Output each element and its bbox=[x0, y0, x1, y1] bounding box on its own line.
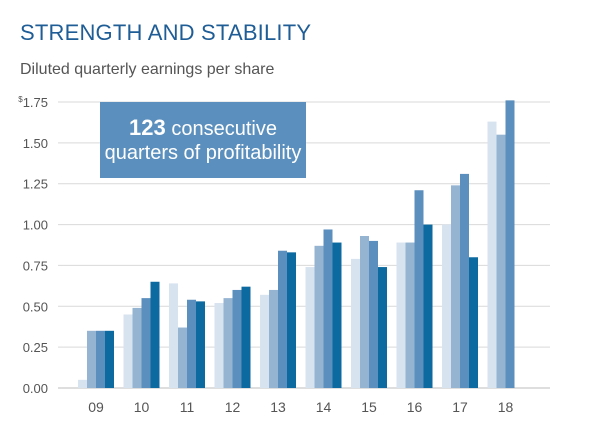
callout-line-2: quarters of profitability bbox=[104, 142, 302, 164]
y-tick-label: 0.50 bbox=[23, 299, 48, 314]
bar-18-q3 bbox=[505, 100, 515, 388]
bar-11-q2 bbox=[178, 327, 187, 388]
bar-10-q2 bbox=[132, 307, 142, 388]
bar-12-q3 bbox=[232, 289, 242, 388]
bar-09-q2 bbox=[87, 330, 96, 388]
bar-15-q4 bbox=[378, 267, 387, 388]
bar-16-q4 bbox=[423, 224, 433, 388]
bar-17-q3 bbox=[460, 173, 469, 388]
bar-14-q4 bbox=[332, 242, 342, 388]
bar-15-q3 bbox=[369, 240, 378, 388]
bar-17-q1 bbox=[442, 224, 451, 388]
y-tick-label: 1.25 bbox=[23, 177, 48, 192]
y-tick-label: 0.25 bbox=[23, 340, 48, 355]
x-tick-label: 14 bbox=[316, 399, 332, 415]
callout-number: 123 bbox=[129, 115, 166, 140]
bar-11-q4 bbox=[196, 301, 205, 388]
y-tick-label: 0.75 bbox=[23, 258, 48, 273]
y-tick-label: $1.75 bbox=[18, 95, 48, 110]
bar-09-q1 bbox=[78, 379, 87, 388]
bar-12-q4 bbox=[241, 286, 251, 388]
chart-subtitle: Diluted quarterly earnings per share bbox=[20, 61, 275, 78]
callout-text-1: consecutive bbox=[165, 118, 277, 140]
bar-17-q4 bbox=[469, 257, 478, 388]
bar-13-q3 bbox=[278, 250, 287, 388]
bar-13-q2 bbox=[269, 289, 278, 388]
bar-14-q1 bbox=[305, 267, 315, 388]
bar-12-q2 bbox=[223, 298, 233, 388]
x-tick-label: 09 bbox=[88, 399, 104, 415]
y-tick-label: 0.00 bbox=[23, 381, 48, 396]
bar-14-q2 bbox=[314, 245, 324, 388]
y-tick-label: 1.50 bbox=[23, 136, 48, 151]
bar-09-q4 bbox=[105, 330, 114, 388]
bar-16-q3 bbox=[414, 190, 424, 388]
bar-18-q2 bbox=[496, 134, 506, 388]
x-tick-label: 16 bbox=[407, 399, 423, 415]
bar-12-q1 bbox=[214, 303, 224, 388]
y-tick-label: 1.00 bbox=[23, 218, 48, 233]
x-tick-label: 11 bbox=[180, 399, 195, 415]
bar-10-q1 bbox=[123, 314, 133, 388]
callout-line-1: 123 consecutive bbox=[100, 116, 306, 141]
x-tick-label: 13 bbox=[270, 399, 286, 415]
x-tick-label: 10 bbox=[134, 399, 150, 415]
x-tick-label: 15 bbox=[361, 399, 377, 415]
bar-17-q2 bbox=[451, 185, 460, 388]
bar-10-q3 bbox=[141, 298, 151, 388]
chart-title: STRENGTH AND STABILITY bbox=[20, 20, 312, 45]
bar-14-q3 bbox=[323, 229, 333, 388]
bar-10-q4 bbox=[150, 281, 160, 388]
x-tick-label: 17 bbox=[452, 399, 468, 415]
bar-16-q1 bbox=[396, 242, 406, 388]
bar-09-q3 bbox=[96, 330, 105, 388]
bar-16-q2 bbox=[405, 242, 415, 388]
x-tick-label: 12 bbox=[225, 399, 241, 415]
bar-13-q1 bbox=[260, 294, 269, 388]
bar-11-q1 bbox=[169, 283, 178, 388]
bar-11-q3 bbox=[187, 299, 196, 388]
x-tick-label: 18 bbox=[498, 399, 514, 415]
bar-15-q2 bbox=[360, 236, 369, 388]
bar-15-q1 bbox=[351, 258, 360, 388]
profitability-callout: 123 consecutive quarters of profitabilit… bbox=[100, 102, 306, 178]
bar-13-q4 bbox=[287, 252, 296, 388]
bar-18-q1 bbox=[487, 121, 497, 389]
